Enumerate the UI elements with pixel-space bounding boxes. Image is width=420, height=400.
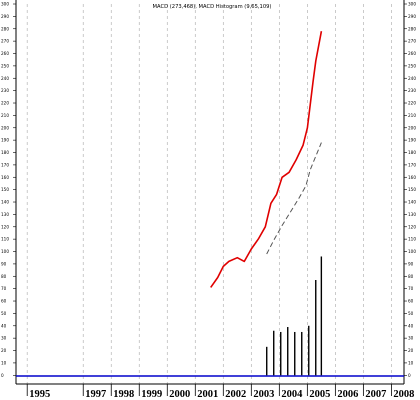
y-tick-label: 110 [1, 237, 9, 242]
y-tick-label: 100 [1, 249, 9, 254]
y-tick-label: 260 [408, 51, 416, 56]
y-tick-label: 40 [1, 323, 7, 328]
x-tick-label: 2003 [253, 389, 274, 400]
y-tick-label: 270 [1, 39, 9, 44]
y-tick-label: 120 [1, 224, 9, 229]
x-tick-label: 2005 [309, 389, 330, 400]
y-tick-label: 190 [408, 138, 416, 143]
y-tick-label: 80 [1, 274, 7, 279]
y-tick-label: 230 [408, 88, 416, 93]
y-tick-label: 150 [408, 187, 416, 192]
y-tick-label: 20 [1, 348, 7, 353]
y-tick-label: 240 [1, 76, 9, 81]
y-tick-label: 20 [408, 348, 414, 353]
x-tick-label: 2001 [197, 389, 218, 400]
y-tick-label: 60 [1, 299, 7, 304]
y-tick-label: 80 [408, 274, 414, 279]
signal-line [266, 142, 322, 255]
y-tick-label: 300 [1, 2, 9, 7]
y-tick-label: 30 [408, 336, 414, 341]
macd-line [210, 31, 323, 288]
y-tick-label: 100 [408, 249, 416, 254]
y-tick-label: 170 [408, 162, 416, 167]
y-tick-label: 10 [408, 360, 414, 365]
y-tick-label: 90 [408, 261, 414, 266]
x-tick-label: 2002 [225, 389, 246, 400]
y-tick-label: 200 [408, 125, 416, 130]
chart-title: MACD (273,468), MACD Histogram (9,65,109… [153, 4, 272, 10]
y-tick-label: 250 [408, 63, 416, 68]
y-tick-label: 210 [408, 113, 416, 118]
x-tick-label: 2000 [169, 389, 190, 400]
y-tick-label: 10 [1, 360, 7, 365]
y-tick-label: 140 [1, 200, 9, 205]
y-tick-label: 120 [408, 224, 416, 229]
series-layer [210, 31, 323, 376]
y-tick-label: 60 [408, 299, 414, 304]
x-tick-label: 1998 [113, 389, 134, 400]
y-tick-label: 0 [1, 373, 4, 378]
x-tick-label: 2006 [337, 389, 358, 400]
y-tick-label: 290 [408, 14, 416, 19]
y-tick-label: 270 [408, 39, 416, 44]
y-tick-label: 90 [1, 261, 7, 266]
y-tick-label: 290 [1, 14, 9, 19]
x-tick-label: 1999 [141, 389, 162, 400]
y-ticks-right: 0 10 20 30 40 50 60 70 80 90 100 110 120 130 140 150 160… [404, 2, 416, 378]
x-ticks: 1995 1997 1998 1999 2000 2001 2002 2003 2004 2005… [26, 384, 414, 400]
y-tick-label: 30 [1, 336, 7, 341]
y-tick-label: 200 [1, 125, 9, 130]
y-tick-label: 160 [408, 175, 416, 180]
y-tick-label: 180 [1, 150, 9, 155]
y-tick-label: 220 [1, 101, 9, 106]
x-tick-label: 2008 [393, 389, 414, 400]
y-tick-label: 140 [408, 200, 416, 205]
y-tick-label: 220 [408, 101, 416, 106]
y-tick-label: 250 [1, 63, 9, 68]
y-tick-label: 130 [408, 212, 416, 217]
y-tick-label: 130 [1, 212, 9, 217]
y-tick-label: 210 [1, 113, 9, 118]
x-tick-label: 2007 [365, 389, 386, 400]
y-tick-label: 110 [408, 237, 416, 242]
y-tick-label: 50 [408, 311, 414, 316]
y-tick-label: 160 [1, 175, 9, 180]
y-tick-label: 260 [1, 51, 9, 56]
y-tick-label: 300 [408, 2, 416, 7]
y-tick-label: 180 [408, 150, 416, 155]
y-tick-label: 150 [1, 187, 9, 192]
y-tick-label: 190 [1, 138, 9, 143]
x-tick-label: 1997 [85, 389, 106, 400]
x-tick-label: 1995 [29, 389, 50, 400]
y-tick-label: 240 [408, 76, 416, 81]
y-tick-label: 0 [408, 373, 411, 378]
y-tick-label: 170 [1, 162, 9, 167]
y-tick-label: 70 [1, 286, 7, 291]
y-tick-label: 50 [1, 311, 7, 316]
y-tick-label: 40 [408, 323, 414, 328]
x-tick-label: 2004 [281, 389, 303, 400]
y-tick-label: 280 [1, 26, 9, 31]
y-tick-label: 280 [408, 26, 416, 31]
y-ticks-left: 0 10 20 30 40 50 60 70 80 90 100 110 120 130 140 150 160… [1, 2, 16, 378]
axes [15, 0, 405, 385]
y-tick-label: 230 [1, 88, 9, 93]
y-tick-label: 70 [408, 286, 414, 291]
